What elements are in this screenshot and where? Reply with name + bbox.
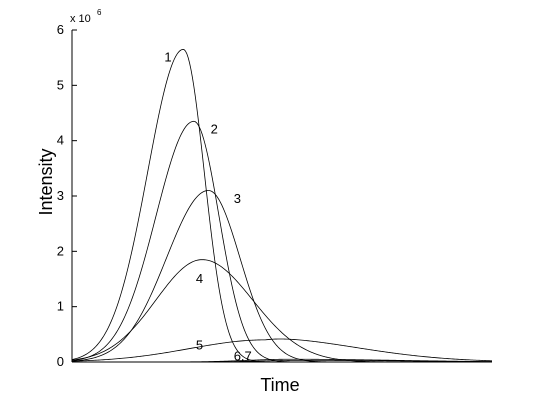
curve-label: 6,7 (234, 348, 252, 363)
y-tick-label: 4 (57, 133, 64, 148)
series-line-1 (71, 49, 492, 363)
y-multiplier-base: x 10 (70, 13, 91, 25)
series-group (71, 49, 493, 363)
curve-label: 1 (164, 50, 171, 65)
y-tick-label: 1 (57, 299, 64, 314)
series-line-5 (71, 338, 493, 362)
curve-label: 5 (196, 337, 203, 352)
y-tick-label: 0 (57, 354, 64, 369)
annotations-group: 1 2 3 4 5 6,7 (164, 50, 251, 364)
y-tick-label: 3 (57, 188, 64, 203)
curve-label: 4 (196, 271, 203, 286)
axes (71, 30, 492, 363)
curve-label: 2 (211, 122, 218, 137)
y-multiplier-exponent: 6 (97, 8, 102, 17)
curve-label: 3 (234, 191, 241, 206)
x-axis-label: Time (260, 375, 299, 395)
y-tick-label: 6 (57, 22, 64, 37)
y-axis-ticks: 0 1 2 3 4 5 6 (57, 22, 77, 369)
y-tick-label: 5 (57, 77, 64, 92)
y-axis-label: Intensity (36, 148, 56, 215)
series-line-3 (71, 190, 492, 363)
series-line-7 (72, 359, 493, 363)
y-tick-label: 2 (57, 243, 64, 258)
series-line-4 (71, 259, 492, 363)
